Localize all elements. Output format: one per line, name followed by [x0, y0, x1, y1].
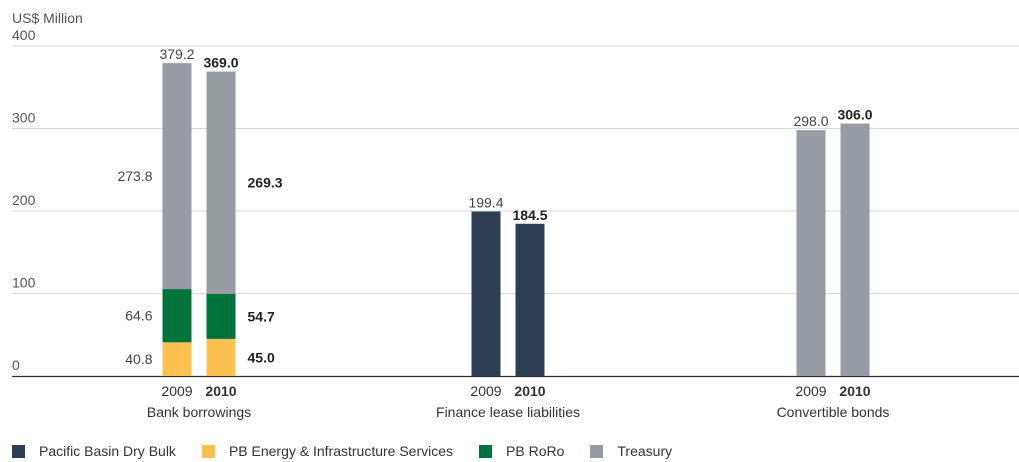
- x-group-label: Convertible bonds: [777, 404, 890, 420]
- segment-value-label: 273.8: [117, 168, 152, 184]
- segment-value-label: 45.0: [248, 349, 275, 365]
- segment-value-label: 40.8: [125, 351, 152, 367]
- y-tick-label: 300: [12, 110, 36, 126]
- x-year-label: 2009: [470, 383, 501, 399]
- bar-segment: [206, 71, 236, 294]
- chart-canvas: 0 100 200 300 400 40.8 64.6 273.8 379.2 2009 45.0 5…: [12, 10, 1019, 420]
- bar-segment: [162, 289, 192, 343]
- y-tick-label: 0: [12, 357, 20, 373]
- bar-segment: [206, 338, 236, 376]
- legend-item: PB RoRo: [479, 443, 564, 459]
- bar-segment: [162, 63, 192, 290]
- legend-item: Treasury: [590, 443, 672, 459]
- x-year-label: 2010: [205, 383, 236, 399]
- bar-segment: [206, 293, 236, 339]
- bar-segment: [471, 211, 501, 376]
- legend-label: Pacific Basin Dry Bulk: [39, 443, 176, 459]
- legend-swatch: [479, 444, 493, 458]
- legend-label: Treasury: [617, 443, 673, 459]
- legend-swatch: [590, 444, 604, 458]
- chart-legend: Pacific Basin Dry Bulk PB Energy & Infras…: [12, 443, 698, 459]
- y-axis-unit-label: US$ Million: [12, 10, 83, 26]
- legend-label: PB RoRo: [506, 443, 565, 459]
- bar-segment: [515, 223, 545, 376]
- legend-label: PB Energy & Infrastructure Services: [228, 443, 454, 459]
- y-tick-label: 200: [12, 192, 36, 208]
- x-group-label: Bank borrowings: [147, 404, 251, 420]
- legend-item: PB Energy & Infrastructure Services: [201, 443, 454, 459]
- bar-segment: [840, 123, 870, 376]
- bar-segment: [796, 130, 826, 376]
- bar-total-label: 184.5: [512, 207, 547, 223]
- bar-total-label: 298.0: [793, 113, 828, 129]
- segment-value-label: 269.3: [248, 175, 283, 191]
- x-year-label: 2010: [514, 383, 545, 399]
- legend-item: Pacific Basin Dry Bulk: [12, 443, 176, 459]
- bar-total-label: 379.2: [159, 46, 194, 62]
- bar-total-label: 199.4: [468, 194, 503, 210]
- legend-swatch: [201, 444, 215, 458]
- bar-total-label: 306.0: [837, 107, 872, 123]
- chart-bars: [162, 63, 870, 376]
- x-year-label: 2009: [795, 383, 826, 399]
- chart-labels: 0 100 200 300 400 40.8 64.6 273.8 379.2 2009 45.0 5…: [12, 27, 889, 420]
- x-year-label: 2010: [839, 383, 870, 399]
- segment-value-label: 64.6: [125, 308, 152, 324]
- x-year-label: 2009: [161, 383, 192, 399]
- x-group-label: Finance lease liabilities: [436, 404, 580, 420]
- legend-swatch: [12, 444, 25, 458]
- y-tick-label: 400: [12, 27, 36, 43]
- bar-total-label: 369.0: [203, 55, 238, 71]
- segment-value-label: 54.7: [248, 308, 275, 324]
- bar-segment: [162, 342, 192, 376]
- y-tick-label: 100: [12, 275, 36, 291]
